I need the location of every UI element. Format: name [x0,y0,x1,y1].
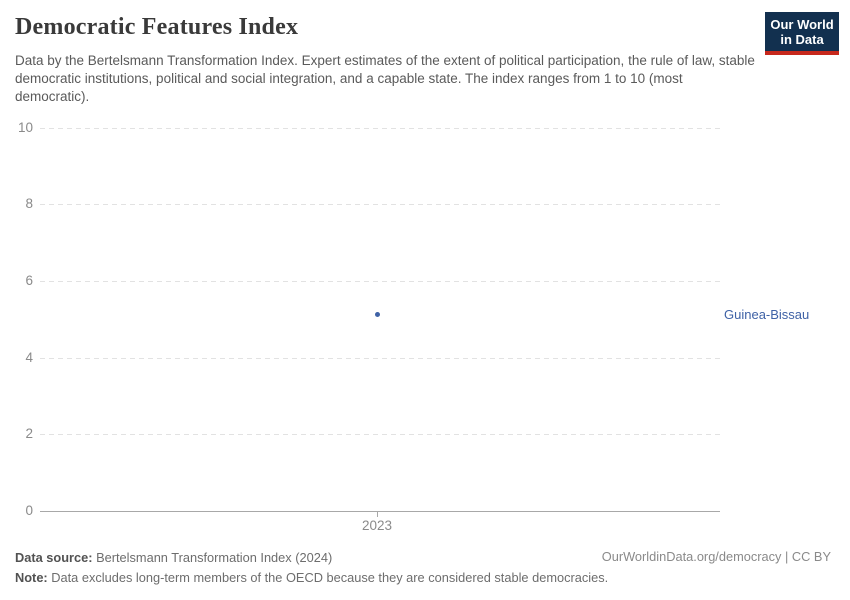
data-source-line: Data source: Bertelsmann Transformation … [15,548,655,568]
owid-logo-line2: in Data [780,32,824,47]
gridline [40,358,720,359]
data-point-guinea-bissau[interactable] [375,312,380,317]
page-title: Democratic Features Index [15,14,299,40]
gridline [40,434,720,435]
note-line: Note: Data excludes long-term members of… [15,568,655,588]
chart-subtitle: Data by the Bertelsmann Transformation I… [15,53,755,104]
y-tick-label: 0 [25,503,33,518]
gridline [40,128,720,129]
x-axis-line [40,511,720,512]
owid-logo-line1: Our World [770,17,834,32]
y-tick-label: 4 [25,350,33,365]
gridline [40,281,720,282]
entity-label-guinea-bissau[interactable]: Guinea-Bissau [724,307,810,322]
owid-license-link[interactable]: OurWorldinData.org/democracy | CC BY [601,549,831,564]
owid-logo[interactable]: Our World in Data [765,12,839,55]
note-label: Note: [15,570,48,585]
y-tick-label: 10 [17,120,33,135]
chart-footer: Data source: Bertelsmann Transformation … [15,548,655,588]
x-tick-label: 2023 [361,518,393,533]
x-tick-mark [377,511,378,517]
note-text: Data excludes long-term members of the O… [47,570,609,585]
y-tick-label: 6 [25,273,33,288]
data-source-label: Data source: [15,550,93,565]
data-source-text: Bertelsmann Transformation Index (2024) [92,550,333,565]
y-tick-label: 8 [25,196,33,211]
gridline [40,204,720,205]
y-tick-label: 2 [25,426,33,441]
